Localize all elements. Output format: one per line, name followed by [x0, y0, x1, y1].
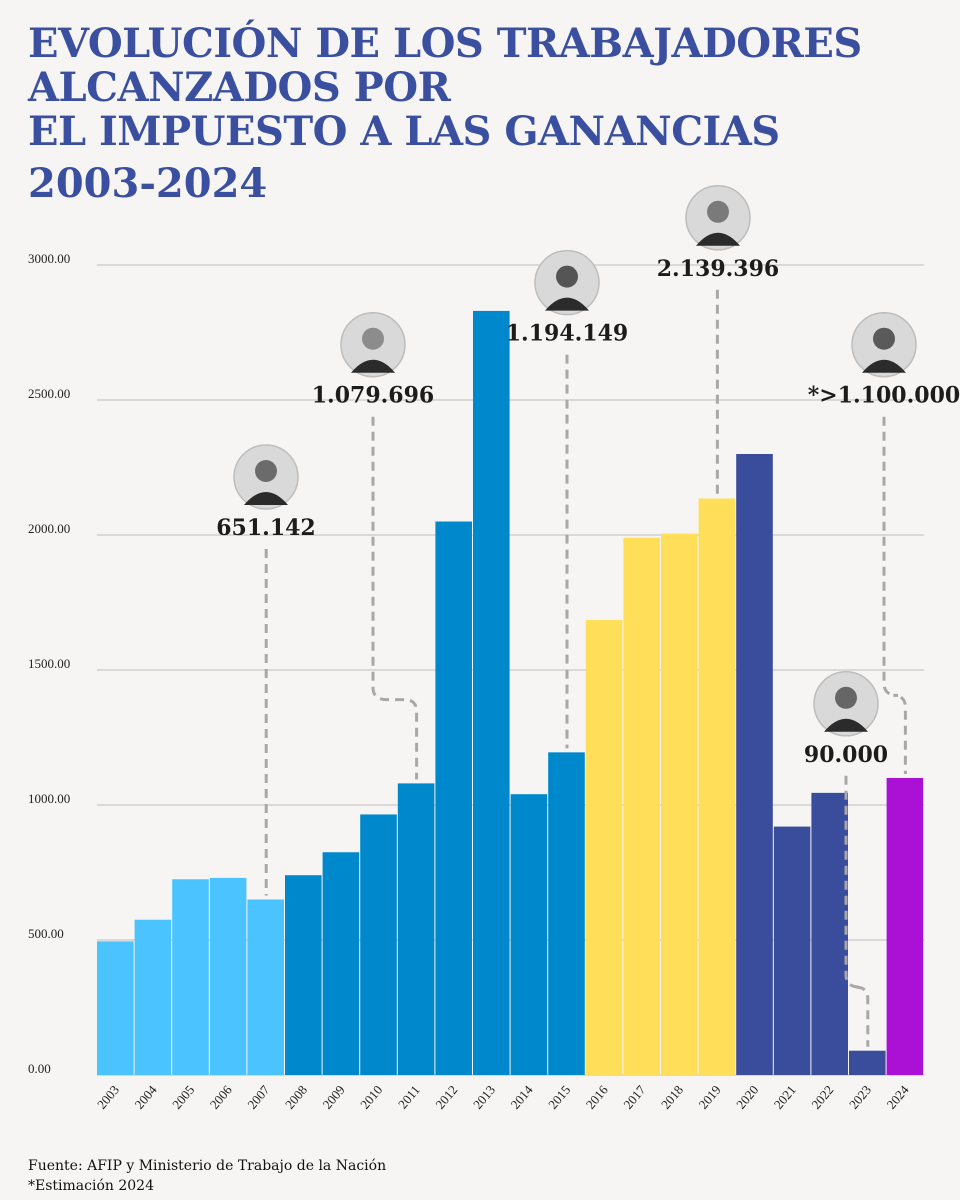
bar-2010	[360, 814, 397, 1075]
avatar-head-icon	[873, 327, 895, 350]
x-tick-label: 2014	[507, 1082, 536, 1112]
x-tick-label: 2017	[620, 1082, 649, 1112]
bar-2009	[322, 852, 360, 1075]
x-tick-label: 2009	[319, 1082, 347, 1112]
x-tick-label: 2007	[244, 1082, 273, 1112]
y-tick-label: 2000.00	[28, 521, 70, 536]
annotation-label: 90.000	[804, 742, 888, 768]
x-tick-label: 2019	[695, 1082, 723, 1112]
y-tick-label: 500.00	[28, 926, 64, 941]
y-tick-label: 2500.00	[28, 386, 70, 401]
y-tick-label: 0.00	[28, 1061, 51, 1076]
bar-2005	[172, 879, 209, 1075]
annotation-label: 2.139.396	[657, 256, 779, 282]
x-tick-label: 2015	[545, 1082, 573, 1112]
bar-2007	[247, 899, 284, 1075]
avatar-body-icon	[862, 359, 906, 373]
bar-2014	[510, 794, 548, 1075]
bar-2017	[623, 537, 660, 1075]
avatar-head-icon	[556, 265, 578, 288]
x-tick-label: 2010	[357, 1082, 385, 1112]
x-tick-label: 2022	[808, 1082, 836, 1112]
avatar-head-icon	[835, 686, 857, 709]
bar-2020	[736, 454, 773, 1075]
annotation-label: 1.194.149	[506, 321, 628, 347]
x-tick-label: 2016	[583, 1082, 612, 1112]
x-tick-label: 2021	[771, 1082, 799, 1112]
x-tick-label: 2008	[282, 1082, 310, 1112]
x-tick-label: 2018	[658, 1082, 686, 1112]
annotation-label: 1.079.696	[312, 383, 434, 409]
annotation-connector	[844, 775, 870, 1047]
bar-2013	[473, 310, 510, 1075]
avatar-body-icon	[244, 492, 288, 505]
bar-2019	[698, 498, 736, 1075]
x-tick-label: 2005	[169, 1082, 197, 1112]
x-tick-label: 2012	[432, 1082, 460, 1112]
bar-2011	[397, 783, 435, 1075]
x-tick-label: 2020	[733, 1082, 761, 1112]
avatar-head-icon	[707, 200, 729, 223]
x-tick-label: 2006	[207, 1082, 236, 1112]
x-tick-label: 2011	[395, 1082, 423, 1111]
x-tick-label: 2023	[846, 1082, 874, 1112]
bar-2023	[849, 1050, 886, 1075]
x-tick-label: 2003	[94, 1082, 122, 1112]
source-note: Fuente: AFIP y Ministerio de Trabajo de …	[28, 1158, 387, 1174]
annotation-connector	[371, 416, 419, 780]
bar-2024	[886, 778, 924, 1075]
y-tick-label: 3000.00	[28, 251, 70, 266]
annotation-label: 651.142	[216, 515, 316, 541]
x-tick-label: 2013	[470, 1082, 498, 1112]
chart-title: EVOLUCIÓN DE LOS TRABAJADORES ALCANZADOS…	[28, 22, 862, 154]
chart-subtitle: 2003-2024	[28, 160, 268, 207]
bar-2016	[585, 620, 623, 1075]
footer: Fuente: AFIP y Ministerio de Trabajo de …	[28, 1156, 386, 1196]
avatar-body-icon	[351, 359, 395, 373]
bar-2018	[661, 533, 698, 1075]
y-tick-label: 1000.00	[28, 791, 70, 806]
avatar-head-icon	[362, 327, 384, 350]
estimate-note: *Estimación 2024	[28, 1178, 154, 1194]
annotation-label: *>1.100.000	[808, 383, 960, 409]
avatar-body-icon	[696, 232, 740, 246]
bar-2008	[285, 875, 322, 1075]
avatar-body-icon	[545, 297, 589, 311]
bar-2015	[548, 752, 585, 1075]
avatar-body-icon	[824, 718, 868, 732]
title-line-2: ALCANZADOS POR	[28, 64, 451, 111]
avatar-head-icon	[255, 460, 277, 482]
x-tick-label: 2024	[883, 1082, 912, 1112]
bar-2003	[97, 941, 134, 1075]
title-line-1: EVOLUCIÓN DE LOS TRABAJADORES	[28, 20, 862, 67]
bar-2004	[134, 919, 172, 1075]
bar-2006	[209, 877, 247, 1075]
bar-2012	[435, 521, 472, 1075]
title-line-3: EL IMPUESTO A LAS GANANCIAS	[28, 108, 780, 155]
y-tick-label: 1500.00	[28, 656, 70, 671]
bar-2021	[773, 826, 811, 1075]
annotation-connector	[882, 416, 907, 774]
bar-2022	[811, 792, 848, 1075]
x-tick-label: 2004	[131, 1082, 160, 1112]
